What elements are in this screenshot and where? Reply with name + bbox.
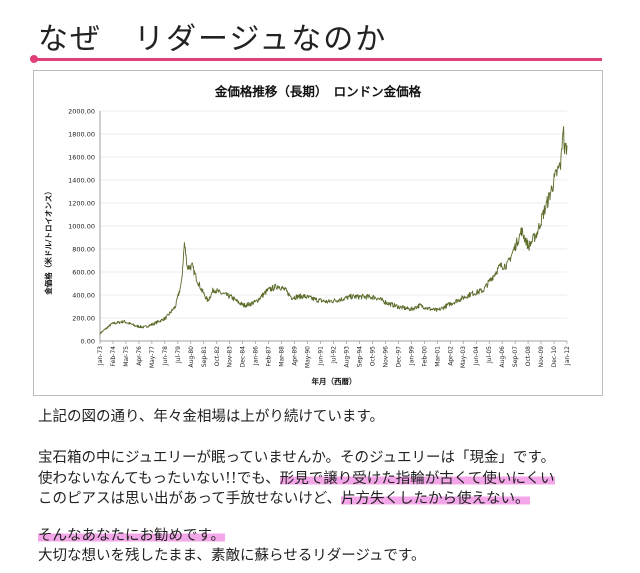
chart-y-axis-label: 金価格（米ドル/トロイオンス） [43,187,53,296]
x-tick-label: Jun-04 [473,346,480,366]
x-tick-label: Dec-84 [240,346,247,368]
paragraph-ridage-intro: 大切な想いを残したまま、素敵に蘇らせるリダージュです。 [38,548,426,564]
highlight-heirloom-ring: 形見で譲り受けた指輪が古くて使いにくい [279,471,555,487]
x-tick-label: Aug-80 [188,346,195,368]
x-tick-label: Jun-78 [162,346,169,366]
x-tick-label: Apr-02 [447,346,454,366]
y-tick-label: 1400.00 [68,177,95,185]
x-tick-label: Sep-81 [201,346,208,367]
x-tick-label: Nov-09 [538,346,545,368]
chart-title: 金価格推移（長期） ロンドン金価格 [214,84,422,99]
y-tick-label: 0.00 [81,338,95,346]
x-tick-label: Jul-79 [175,346,182,364]
x-tick-label: May-90 [305,346,312,368]
x-tick-label: Nov-83 [227,346,234,368]
x-tick-label: Aug-93 [343,346,350,368]
x-tick-label: Apr-89 [292,346,299,366]
x-tick-label: Apr-76 [136,346,143,366]
paragraph-jewelry-box: 宝石箱の中にジュエリーが眠っていませんか。そのジュエリーは「現金」です。 [38,450,556,466]
x-tick-label: Jan-12 [564,346,571,366]
x-tick-label: May-77 [149,346,156,368]
x-tick-label: Jul-05 [486,346,493,364]
x-tick-label: Sep-07 [512,346,519,367]
x-tick-label: Jan-86 [253,346,260,366]
x-tick-label: Oct-95 [369,346,376,366]
y-tick-label: 600.00 [72,269,95,277]
x-tick-label: May-03 [460,346,467,368]
x-tick-label: Feb-74 [110,346,117,367]
x-tick-label: Jan-99 [408,346,415,366]
gold-price-series-line [99,126,568,335]
x-tick-label: Nov-96 [382,346,389,368]
x-tick-label: Oct-82 [214,346,221,366]
earring-text: このピアスは思い出があって手放せないけど、 [38,491,342,507]
y-tick-label: 1800.00 [68,131,95,139]
x-tick-label: Aug-06 [499,346,506,368]
x-tick-label: Jan-73 [97,346,104,366]
highlight-recommend: そんなあなたにお勧めです。 [38,528,226,544]
y-tick-label: 800.00 [72,246,95,254]
y-tick-label: 200.00 [72,315,95,323]
x-tick-label: Mar-88 [279,346,286,367]
y-tick-label: 1600.00 [68,154,95,162]
paragraph-gold-trend: 上記の図の通り、年々金相場は上がり続けています。 [38,409,384,425]
x-tick-label: Dec-10 [551,346,558,368]
paragraph-wasteful: 使わないなんてもったいない!!でも、形見で譲り受けた指輪が古くて使いにくい [38,469,555,489]
wasteful-text: 使わないなんてもったいない!!でも、 [38,471,280,487]
page-title: なぜ リダージュなのか [38,22,388,57]
x-tick-label: Mar-01 [434,346,441,367]
title-underline [34,58,602,61]
x-tick-label: Oct-08 [525,346,532,366]
highlight-lost-earring: 片方失くしたから使えない。 [341,491,530,507]
y-tick-label: 2000.00 [68,108,95,116]
x-tick-label: Jul-92 [331,346,338,364]
x-tick-label: Jun-91 [318,346,325,366]
x-tick-label: Feb-87 [266,346,273,367]
y-tick-label: 1000.00 [68,223,95,231]
y-tick-label: 400.00 [72,292,95,300]
chart-x-axis-label: 年月（西暦） [312,376,357,386]
y-tick-label: 1200.00 [68,200,95,208]
x-tick-label: Dec-97 [395,346,402,368]
chart-canvas: 金価格推移（長期） ロンドン金価格 金価格（米ドル/トロイオンス） 年月（西暦）… [43,84,571,386]
x-tick-label: Mar-75 [123,346,130,367]
paragraph-earring: このピアスは思い出があって手放せないけど、片方失くしたから使えない。 [38,489,530,509]
paragraph-recommend: そんなあなたにお勧めです。 [38,526,226,546]
gold-price-chart: 金価格推移（長期） ロンドン金価格 金価格（米ドル/トロイオンス） 年月（西暦）… [33,70,603,396]
x-tick-label: Feb-00 [421,346,428,367]
x-tick-label: Sep-94 [356,346,363,367]
